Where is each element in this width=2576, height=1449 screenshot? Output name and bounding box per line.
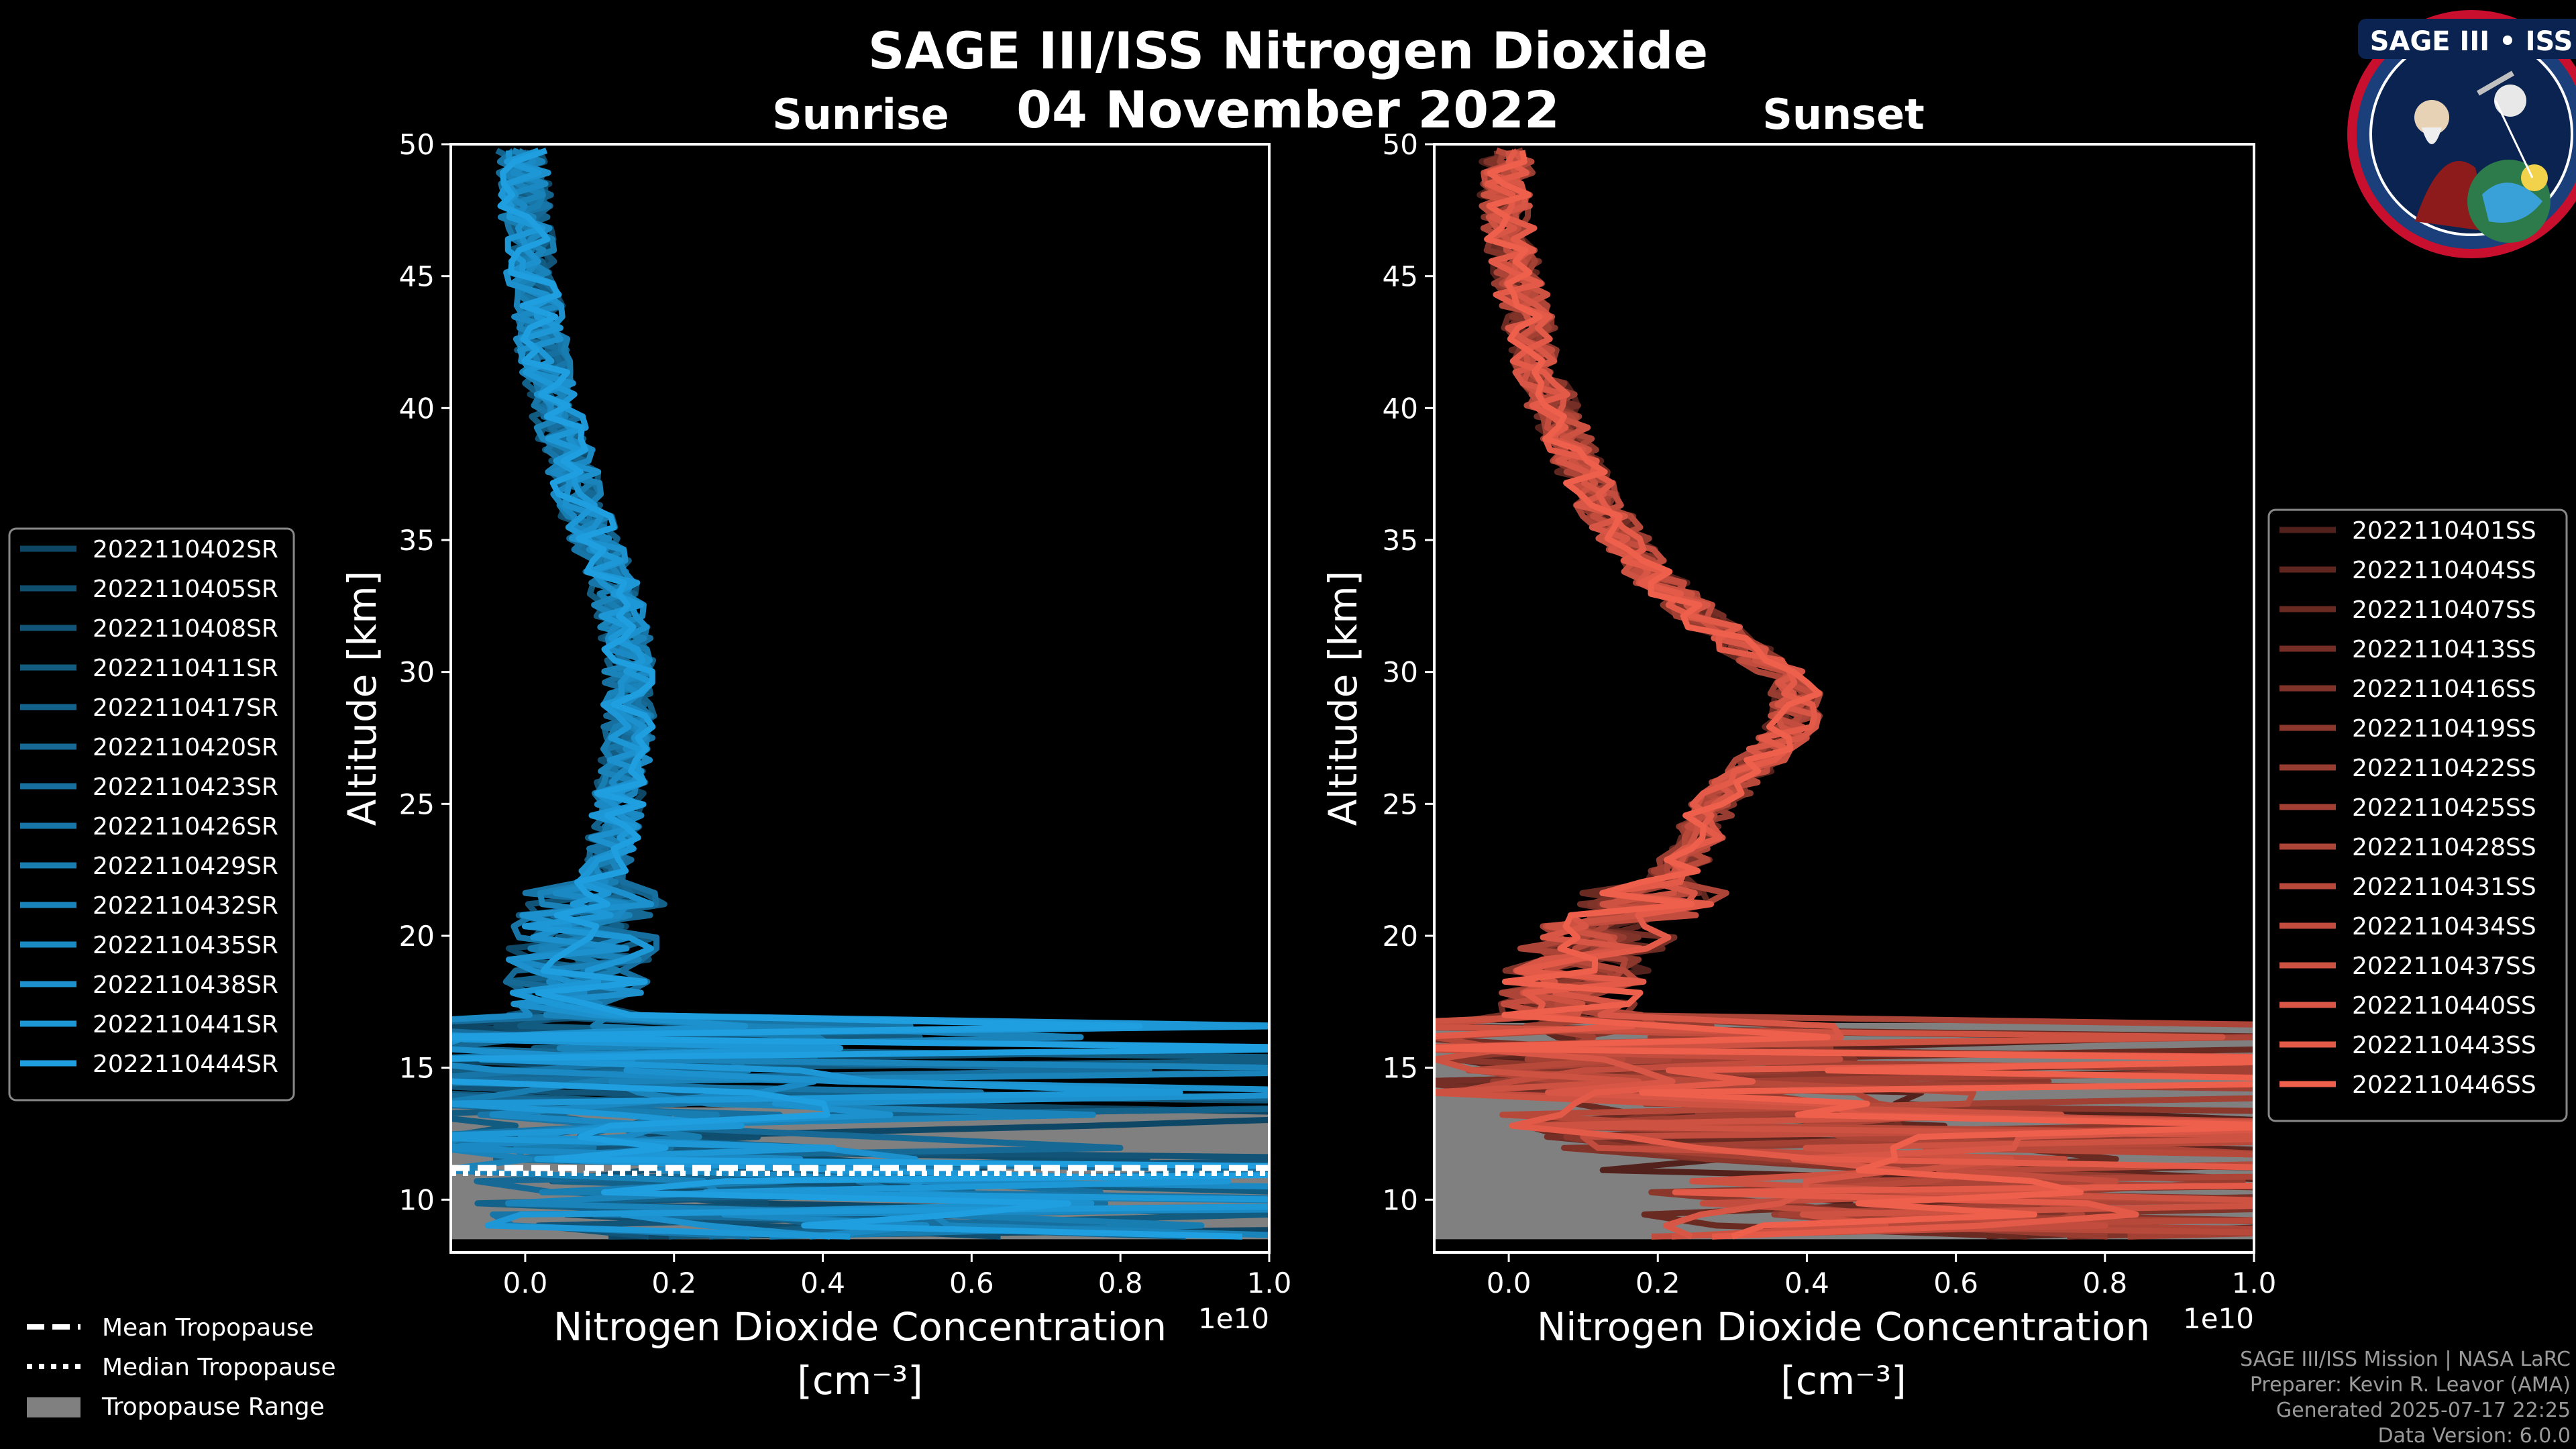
sunset-ytick-label: 25 (1383, 788, 1418, 820)
median-tropopause-label: Median Tropopause (102, 1354, 336, 1381)
figure-title: SAGE III/ISS Nitrogen Dioxide (868, 21, 1708, 80)
sunrise-ytick-label: 30 (399, 656, 435, 689)
sunrise-ylabel: Altitude [km] (339, 571, 385, 826)
sunrise-legend-label: 2022110402SR (93, 536, 278, 564)
sunrise-xlabel: Nitrogen Dioxide Concentration (553, 1304, 1167, 1350)
credit-mission: SAGE III/ISS Mission | NASA LaRC (2240, 1348, 2571, 1371)
sunset-xtick-label: 0.6 (1933, 1267, 1978, 1299)
mean-tropopause-label: Mean Tropopause (102, 1314, 314, 1342)
sunrise-legend-label: 2022110420SR (93, 734, 278, 761)
sunset-xtick-label: 0.0 (1487, 1267, 1532, 1299)
sunrise-ytick-label: 25 (399, 788, 435, 820)
sunset-legend-label: 2022110404SS (2352, 557, 2536, 584)
sunset-ytick-label: 45 (1383, 260, 1418, 293)
sunrise-legend-label: 2022110429SR (93, 853, 278, 880)
sunset-ytick-label: 35 (1383, 524, 1418, 557)
tropopause-legend: Mean Tropopause Median Tropopause Tropop… (27, 1314, 336, 1421)
sunset-legend-label: 2022110434SS (2352, 913, 2536, 941)
sunrise-legend-label: 2022110408SR (93, 615, 278, 643)
sunrise-subtitle: Sunrise (772, 90, 949, 139)
sunset-xunit: [cm⁻³] (1780, 1358, 1907, 1403)
sunrise-xtick-label: 0.2 (651, 1267, 696, 1299)
sunset-ytick-label: 20 (1383, 920, 1418, 953)
figure-date: 04 November 2022 (1016, 80, 1560, 140)
sunset-ytick-label: 10 (1383, 1183, 1418, 1216)
sunset-panel: 0.0 0.2 0.4 0.6 0.8 1.0 10 15 20 25 30 35 40 45 50 Nit… (1320, 128, 2277, 1403)
sunrise-plot-frame (449, 143, 1271, 1254)
sunrise-legend-label: 2022110435SR (93, 932, 278, 959)
sunrise-legend-label: 2022110405SR (93, 576, 278, 603)
credit-data-version: Data Version: 6.0.0 (2378, 1424, 2571, 1448)
sunrise-xtick-label: 0.4 (800, 1267, 845, 1299)
sunrise-exponent-label: 1e10 (1198, 1302, 1269, 1335)
sunset-legend-label: 2022110425SS (2352, 794, 2536, 822)
sunset-plot-frame (1433, 143, 2255, 1254)
sunrise-legend-frame (8, 527, 295, 1102)
sunrise-ytick-label: 15 (399, 1052, 435, 1085)
sunset-exponent-label: 1e10 (2183, 1302, 2254, 1335)
sunrise-legend: 2022110402SR 2022110405SR 2022110408SR 2022… (8, 527, 295, 1102)
logo-title: SAGE III • ISS (2370, 26, 2573, 57)
sunset-xtick-label: 1.0 (2232, 1267, 2277, 1299)
sunset-ytick-label: 30 (1383, 656, 1418, 689)
sunrise-panel: 0.0 0.2 0.4 0.6 0.8 1.0 10 15 20 25 30 35 40 45 50 Nit… (339, 128, 1292, 1403)
sunrise-xtick-label: 0.8 (1098, 1267, 1143, 1299)
sunset-legend-label: 2022110431SS (2352, 873, 2536, 901)
sunset-legend-label: 2022110443SS (2352, 1032, 2536, 1059)
sunset-xtick-label: 0.2 (1635, 1267, 1680, 1299)
sunrise-legend-label: 2022110411SR (93, 655, 278, 682)
sunrise-ytick-label: 10 (399, 1183, 435, 1216)
sunrise-xunit: [cm⁻³] (797, 1358, 923, 1403)
sunset-xtick-label: 0.8 (2082, 1267, 2127, 1299)
sunrise-ytick-label: 35 (399, 524, 435, 557)
sunset-ylabel: Altitude [km] (1320, 571, 1366, 826)
sunrise-legend-label: 2022110444SR (93, 1051, 278, 1078)
sunrise-profile-2022110444SR (451, 148, 1269, 1240)
sunrise-xtick-label: 0.6 (949, 1267, 994, 1299)
sunset-legend-label: 2022110440SS (2352, 992, 2536, 1020)
sunset-xtick-label: 0.4 (1784, 1267, 1829, 1299)
sunset-legend-label: 2022110428SS (2352, 834, 2536, 861)
tropopause-range-label: Tropopause Range (101, 1393, 325, 1421)
sunrise-legend-label: 2022110432SR (93, 892, 278, 920)
sunset-legend-label: 2022110401SS (2352, 517, 2536, 545)
sunrise-ytick-label: 45 (399, 260, 435, 293)
sunset-xlabel: Nitrogen Dioxide Concentration (1537, 1304, 2150, 1350)
sunrise-xtick-label: 0.0 (503, 1267, 548, 1299)
sunset-ytick-label: 15 (1383, 1052, 1418, 1085)
sunset-legend-frame (2267, 508, 2568, 1122)
sunset-ytick-label: 40 (1383, 392, 1418, 425)
sunset-legend-label: 2022110419SS (2352, 715, 2536, 743)
sage-iii-iss-logo: SAGE III • ISS (2347, 10, 2576, 258)
sunset-legend-label: 2022110413SS (2352, 636, 2536, 663)
credit-preparer: Preparer: Kevin R. Leavor (AMA) (2250, 1373, 2571, 1397)
tropopause-range-swatch (27, 1397, 80, 1417)
sunrise-ytick-label: 20 (399, 920, 435, 953)
sunset-legend: 2022110401SS 2022110404SS 2022110407SS 2022… (2267, 508, 2568, 1122)
sunset-legend-label: 2022110437SS (2352, 953, 2536, 980)
credit-generated: Generated 2025-07-17 22:25 (2276, 1399, 2571, 1422)
sunrise-legend-label: 2022110438SR (93, 971, 278, 999)
sunset-legend-label: 2022110407SS (2352, 596, 2536, 624)
sunset-legend-label: 2022110416SS (2352, 676, 2536, 703)
sunset-legend-label: 2022110446SS (2352, 1071, 2536, 1099)
sunrise-legend-label: 2022110423SR (93, 773, 278, 801)
sunrise-ytick-label: 50 (399, 128, 435, 161)
sunrise-legend-label: 2022110426SR (93, 813, 278, 841)
sunset-legend-label: 2022110422SS (2352, 755, 2536, 782)
sunset-subtitle: Sunset (1762, 90, 1925, 139)
sunset-profile-2022110446SS (1434, 150, 2254, 1240)
sunrise-ytick-label: 40 (399, 392, 435, 425)
sunrise-legend-label: 2022110417SR (93, 694, 278, 722)
sunset-ytick-label: 50 (1383, 128, 1418, 161)
sunrise-xtick-label: 1.0 (1247, 1267, 1292, 1299)
sunrise-legend-label: 2022110441SR (93, 1011, 278, 1038)
